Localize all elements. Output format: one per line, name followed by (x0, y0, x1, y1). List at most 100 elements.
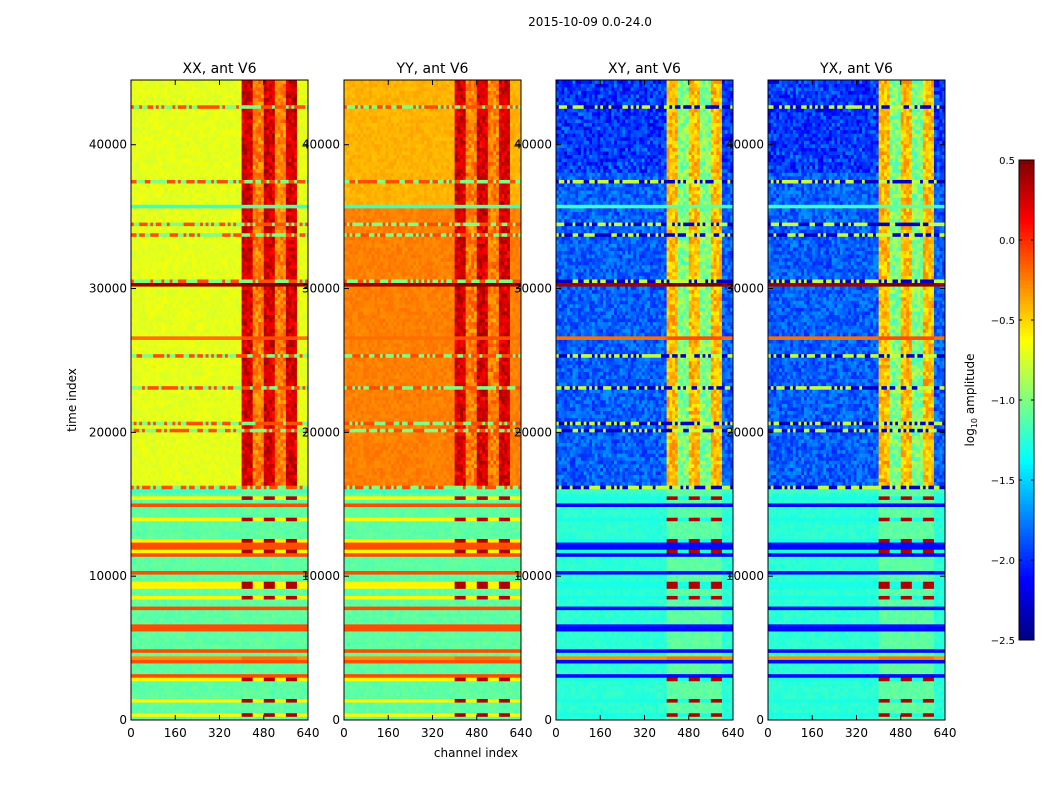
heatmap-cell (242, 667, 245, 671)
heatmap-cell (161, 677, 164, 681)
heatmap-cell (178, 699, 181, 703)
heatmap-cell (189, 663, 192, 667)
heatmap-cell (172, 695, 175, 699)
heatmap-cell (283, 695, 286, 699)
heatmap-cell (170, 684, 173, 688)
heatmap-cell (156, 709, 159, 713)
heatmap-cell (286, 667, 289, 671)
heatmap-cell (231, 674, 234, 678)
heatmap-cell (178, 702, 181, 706)
heatmap-cell (220, 706, 223, 710)
heatmap-cell (239, 677, 242, 681)
heatmap-cell (280, 706, 283, 710)
heatmap-cell (231, 699, 234, 703)
heatmap-cell (222, 695, 225, 699)
heatmap-cell (283, 688, 286, 692)
heatmap-cell (186, 692, 189, 696)
heatmap-cell (208, 674, 211, 678)
heatmap-cell (261, 684, 264, 688)
heatmap-cell (222, 702, 225, 706)
heatmap-cell (184, 681, 187, 685)
heatmap-cell (148, 688, 151, 692)
heatmap-cell (253, 674, 256, 678)
heatmap-cell (134, 692, 137, 696)
heatmap-cell (222, 688, 225, 692)
heatmap-cell (261, 692, 264, 696)
heatmap-cell (272, 663, 275, 667)
heatmap-cell (170, 688, 173, 692)
heatmap-cell (222, 706, 225, 710)
heatmap-cell (233, 667, 236, 671)
heatmap-cell (242, 670, 245, 674)
heatmap-cell (161, 713, 164, 717)
heatmap-cell (291, 670, 294, 674)
heatmap-cell (269, 713, 272, 717)
heatmap-cell (280, 695, 283, 699)
heatmap-cell (302, 702, 305, 706)
heatmap-cell (228, 713, 231, 717)
heatmap-cell (161, 699, 164, 703)
heatmap-cell (214, 663, 217, 667)
heatmap-cell (156, 702, 159, 706)
heatmap-cell (289, 670, 292, 674)
heatmap-cell (203, 674, 206, 678)
heatmap-cell (172, 688, 175, 692)
heatmap-cell (211, 677, 214, 681)
heatmap-cell (269, 706, 272, 710)
heatmap-cell (222, 670, 225, 674)
heatmap-cell (236, 709, 239, 713)
heatmap-cell (150, 670, 153, 674)
heatmap-cell (255, 688, 258, 692)
heatmap-cell (192, 702, 195, 706)
heatmap-cell (170, 713, 173, 717)
heatmap-cell (161, 670, 164, 674)
heatmap-cell (239, 688, 242, 692)
heatmap-cell (250, 684, 253, 688)
heatmap-cell (278, 699, 281, 703)
heatmap-cell (145, 688, 148, 692)
heatmap-cell (161, 684, 164, 688)
heatmap-cell (222, 709, 225, 713)
heatmap-cell (283, 699, 286, 703)
heatmap-cell (278, 684, 281, 688)
heatmap-cell (236, 695, 239, 699)
heatmap-cell (286, 688, 289, 692)
heatmap-cell (189, 681, 192, 685)
heatmap-cell (294, 709, 297, 713)
heatmap-cell (184, 688, 187, 692)
heatmap-cell (275, 713, 278, 717)
heatmap-cell (275, 670, 278, 674)
heatmap-cell (175, 674, 178, 678)
heatmap-cell (139, 688, 142, 692)
heatmap-cell (275, 681, 278, 685)
heatmap-cell (222, 674, 225, 678)
heatmap-cell (172, 709, 175, 713)
heatmap-cell (300, 667, 303, 671)
heatmap-cell (145, 681, 148, 685)
heatmap-cell (139, 670, 142, 674)
heatmap-cell (244, 684, 247, 688)
heatmap-cell (220, 663, 223, 667)
heatmap-cell (217, 699, 220, 703)
heatmap-cell (244, 677, 247, 681)
heatmap-cell (153, 663, 156, 667)
heatmap-cell (264, 670, 267, 674)
heatmap-cell (200, 692, 203, 696)
heatmap-cell (148, 706, 151, 710)
heatmap-cell (164, 670, 167, 674)
heatmap-cell (142, 677, 145, 681)
heatmap-cell (280, 702, 283, 706)
heatmap-cell (153, 695, 156, 699)
heatmap-cell (175, 684, 178, 688)
heatmap-cell (228, 706, 231, 710)
heatmap-cell (291, 677, 294, 681)
heatmap-cell (217, 706, 220, 710)
heatmap-cell (211, 688, 214, 692)
heatmap-cell (236, 667, 239, 671)
heatmap-cell (184, 706, 187, 710)
heatmap-cell (159, 674, 162, 678)
heatmap-cell (203, 709, 206, 713)
heatmap-cell (137, 677, 140, 681)
heatmap-cell (178, 709, 181, 713)
heatmap-cell (161, 695, 164, 699)
